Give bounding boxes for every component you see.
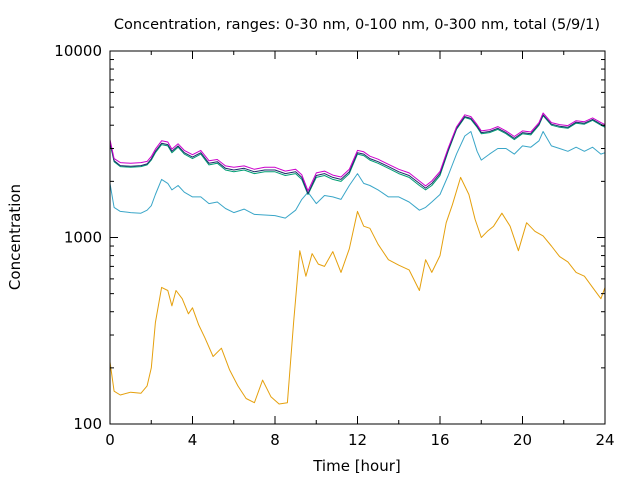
y-tick-label: 10000 [54,42,102,60]
series-line-4 [109,114,606,195]
x-tick-label: 12 [348,431,367,449]
series-line-2 [109,131,606,219]
x-axis-label: Time [hour] [312,457,401,475]
y-axis-label: Concentration [6,184,24,290]
x-tick-label: 0 [105,431,115,449]
tick-layer: 0 4 8 12 16 20 24 100 1000 10000 [54,42,614,449]
chart-title: Concentration, ranges: 0-30 nm, 0-100 nm… [114,17,600,33]
x-tick-label: 24 [595,431,614,449]
plot-frame [109,50,606,425]
x-tick-label: 4 [188,431,198,449]
series-line-1 [109,176,606,405]
y-tick-label: 1000 [64,229,102,247]
series-layer [109,112,606,405]
x-tick-label: 20 [513,431,532,449]
x-tick-label: 16 [430,431,449,449]
y-tick-label: 100 [73,415,102,433]
x-tick-label: 8 [270,431,280,449]
series-line-5 [109,112,606,192]
series-line-3 [109,115,606,195]
